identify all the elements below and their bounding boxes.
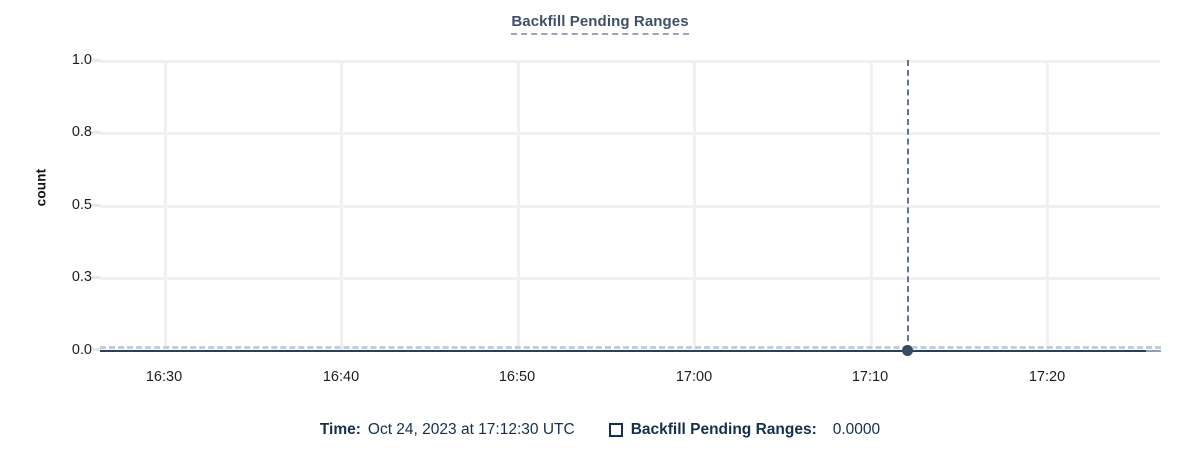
data-point-marker[interactable]: [902, 345, 913, 356]
tooltip-time-value: Oct 24, 2023 at 17:12:30 UTC: [367, 421, 575, 438]
y-tick-mark-1-0: [92, 59, 101, 62]
gridline-vertical-16-30: [164, 60, 167, 350]
y-tick-mark-0-0: [92, 348, 101, 351]
x-tick-label-16-50: 16:50: [498, 369, 536, 385]
gridline-horizontal-1-0: [100, 60, 1160, 63]
y-tick-mark-0-3: [92, 276, 101, 279]
x-tick-label-16-40: 16:40: [322, 369, 360, 385]
x-tick-label-17-20: 17:20: [1028, 369, 1066, 385]
gridline-vertical-17-20: [1046, 60, 1049, 350]
baseline-reference-line: [100, 346, 1161, 349]
legend-item-backfill-pending-ranges[interactable]: Backfill Pending Ranges: 0.0000: [608, 420, 881, 440]
y-tick-label-0-0: 0.0: [71, 342, 92, 358]
series-line-tail: [1146, 350, 1161, 352]
gridline-vertical-17-00: [693, 60, 696, 350]
chart-title-text: Backfill Pending Ranges: [511, 14, 689, 35]
series-line-backfill-pending-ranges[interactable]: [100, 350, 1146, 352]
gridline-horizontal-0-8: [100, 132, 1160, 135]
y-tick-label-0-5: 0.5: [71, 197, 92, 213]
gridline-horizontal-0-3: [100, 277, 1160, 280]
gridline-vertical-16-40: [340, 60, 343, 350]
chart-title: Backfill Pending Ranges: [0, 13, 1200, 35]
y-tick-label-0-3: 0.3: [71, 269, 92, 285]
x-tick-label-17-00: 17:00: [675, 369, 713, 385]
tooltip-footer: Time: Oct 24, 2023 at 17:12:30 UTC Backf…: [0, 420, 1200, 440]
y-tick-mark-0-5: [92, 204, 101, 207]
tooltip-time-label: Time:: [319, 421, 361, 438]
plot-area[interactable]: [100, 60, 1160, 350]
gridline-vertical-16-50: [517, 60, 520, 350]
x-tick-label-16-30: 16:30: [145, 369, 183, 385]
y-tick-label-1-0: 1.0: [71, 52, 92, 68]
tooltip-time-group: Time: Oct 24, 2023 at 17:12:30 UTC: [320, 420, 575, 440]
y-tick-mark-0-8: [92, 131, 101, 134]
crosshair-vertical-line: [907, 60, 909, 351]
gridline-horizontal-0-5: [100, 205, 1160, 208]
gridline-vertical-17-10: [870, 60, 873, 350]
x-tick-label-17-10: 17:10: [851, 369, 889, 385]
y-tick-label-0-8: 0.8: [71, 124, 92, 140]
legend-series-value: 0.0000: [832, 421, 881, 438]
legend-series-label: Backfill Pending Ranges:: [630, 421, 817, 438]
y-axis-title: count: [33, 168, 49, 207]
empty-square-icon[interactable]: [608, 423, 623, 437]
